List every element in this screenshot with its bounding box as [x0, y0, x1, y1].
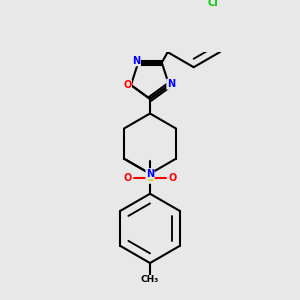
Text: S: S: [146, 173, 154, 183]
Text: N: N: [167, 79, 175, 89]
Text: O: O: [169, 173, 177, 183]
Text: O: O: [123, 173, 131, 183]
Text: N: N: [146, 169, 154, 179]
Text: O: O: [123, 80, 131, 90]
Text: CH₃: CH₃: [141, 275, 159, 284]
Text: Cl: Cl: [208, 0, 218, 8]
Text: N: N: [132, 56, 140, 66]
